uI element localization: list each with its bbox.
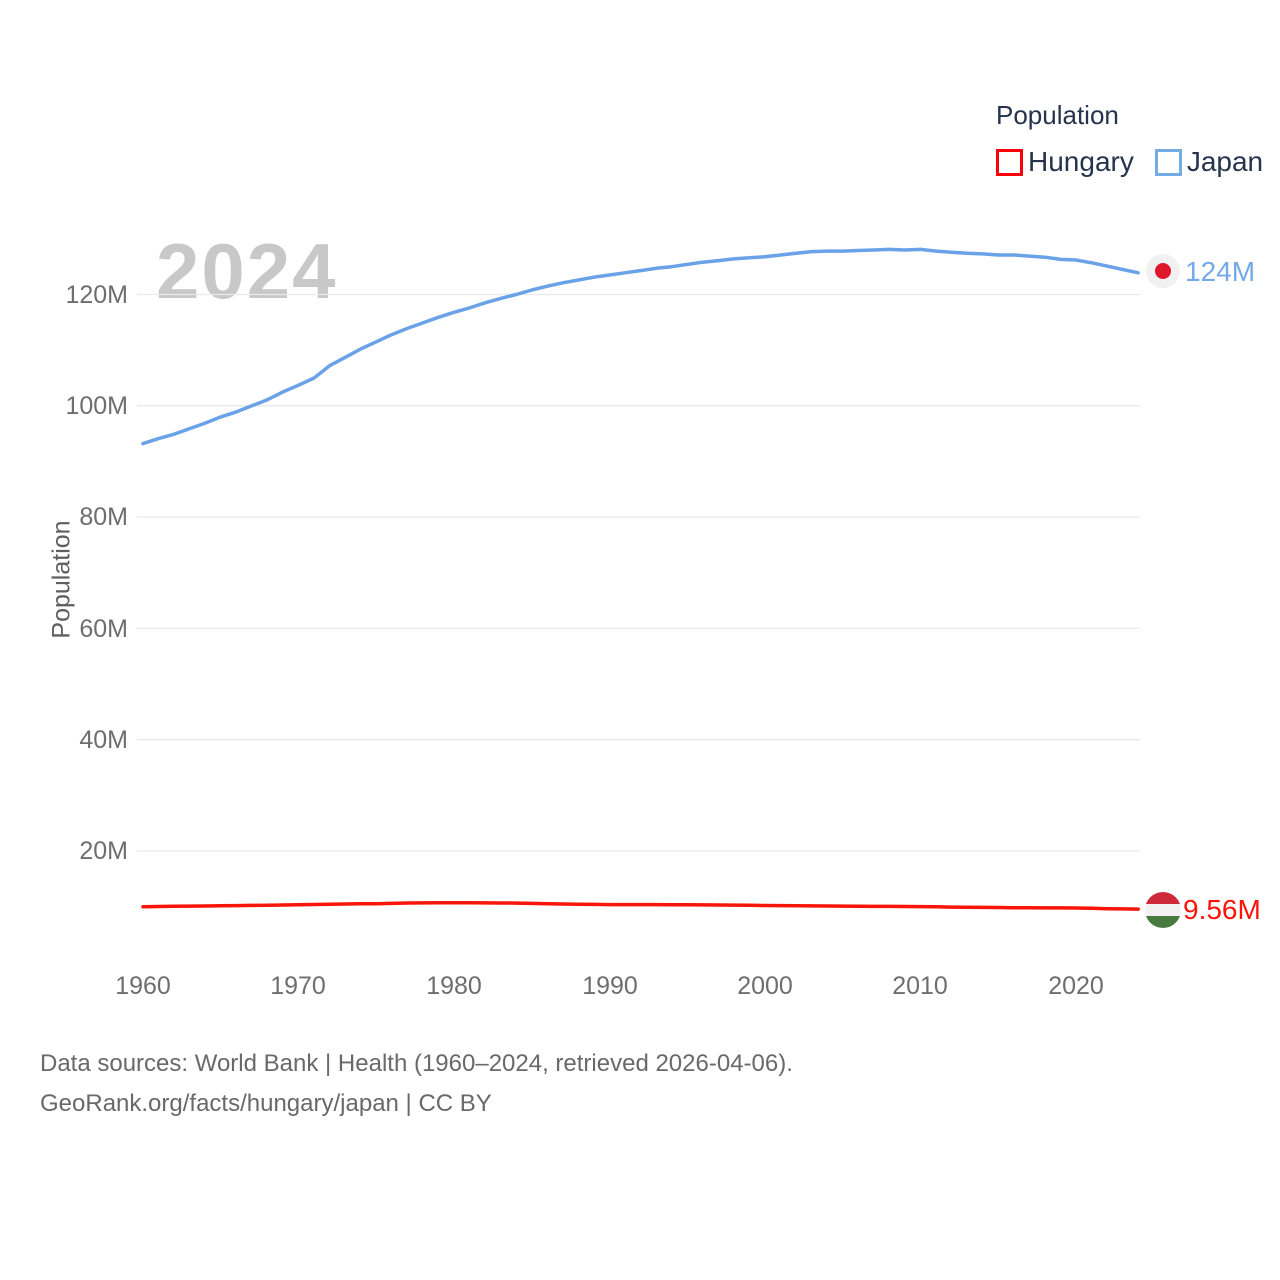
japan-line[interactable]: [141, 247, 1140, 446]
hungary-swatch-icon: [996, 148, 1023, 176]
watermark-year: 2024: [156, 227, 338, 315]
x-tick-2010: 2010: [892, 972, 948, 1000]
x-tick-2020: 2020: [1048, 972, 1104, 1000]
hungary-end-value: 9.56M: [1183, 894, 1261, 925]
legend-title: Population: [996, 100, 1119, 130]
y-tick-20m: 20M: [79, 837, 128, 865]
x-tick-1980: 1980: [426, 972, 482, 1000]
legend-item-hungary[interactable]: Hungary: [996, 146, 1134, 178]
y-tick-100m: 100M: [65, 392, 128, 420]
y-tick-120m: 120M: [65, 281, 128, 309]
legend-label-hungary: Hungary: [1028, 146, 1134, 177]
x-tick-1960: 1960: [115, 972, 171, 1000]
y-tick-40m: 40M: [79, 726, 128, 754]
y-tick-80m: 80M: [79, 503, 128, 531]
data-sources-line1: Data sources: World Bank | Health (1960–…: [40, 1050, 793, 1077]
hungary-flag-icon: [1145, 892, 1181, 928]
x-tick-2000: 2000: [737, 972, 793, 1000]
legend: Population Hungary Japan: [996, 100, 1263, 178]
japan-end-value: 124M: [1185, 256, 1256, 287]
data-sources-line2: GeoRank.org/facts/hungary/japan | CC BY: [40, 1090, 492, 1117]
data-sources: Data sources: World Bank | Health (1960–…: [40, 1044, 793, 1124]
japan-flag-dot: [1155, 263, 1171, 279]
x-tick-1970: 1970: [270, 972, 326, 1000]
legend-label-japan: Japan: [1186, 146, 1264, 177]
japan-flag-icon: [1146, 254, 1180, 288]
y-tick-60m: 60M: [79, 615, 128, 643]
japan-swatch-icon: [1154, 148, 1182, 176]
hungary-line[interactable]: [141, 900, 1140, 911]
legend-item-japan[interactable]: Japan: [1154, 146, 1264, 178]
x-tick-1990: 1990: [582, 972, 638, 1000]
